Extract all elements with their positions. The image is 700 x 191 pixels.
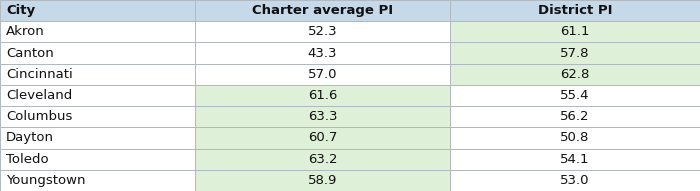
Text: 55.4: 55.4: [560, 89, 589, 102]
Text: Toledo: Toledo: [6, 153, 48, 166]
Bar: [0, 127, 195, 149]
Bar: [0, 64, 195, 85]
Bar: [195, 42, 450, 64]
Text: 54.1: 54.1: [560, 153, 589, 166]
Text: 62.8: 62.8: [560, 68, 589, 81]
Bar: [450, 42, 700, 64]
Bar: [0, 149, 195, 170]
Bar: [195, 170, 450, 191]
Text: Charter average PI: Charter average PI: [252, 4, 393, 17]
Bar: [195, 106, 450, 127]
Bar: [450, 0, 700, 21]
Text: 58.9: 58.9: [308, 174, 337, 187]
Bar: [450, 127, 700, 149]
Bar: [0, 170, 195, 191]
Bar: [195, 0, 450, 21]
Bar: [0, 42, 195, 64]
Text: Canton: Canton: [6, 47, 54, 60]
Text: 61.6: 61.6: [308, 89, 337, 102]
Bar: [195, 21, 450, 42]
Text: District PI: District PI: [538, 4, 612, 17]
Text: Columbus: Columbus: [6, 110, 72, 123]
Text: 43.3: 43.3: [308, 47, 337, 60]
Bar: [450, 21, 700, 42]
Text: 63.3: 63.3: [308, 110, 337, 123]
Text: Cleveland: Cleveland: [6, 89, 72, 102]
Text: 60.7: 60.7: [308, 131, 337, 144]
Bar: [0, 0, 195, 21]
Bar: [195, 85, 450, 106]
Bar: [195, 64, 450, 85]
Bar: [450, 106, 700, 127]
Text: 57.0: 57.0: [308, 68, 337, 81]
Text: Akron: Akron: [6, 25, 45, 38]
Text: Dayton: Dayton: [6, 131, 54, 144]
Text: Cincinnati: Cincinnati: [6, 68, 73, 81]
Text: 61.1: 61.1: [560, 25, 589, 38]
Text: 57.8: 57.8: [560, 47, 589, 60]
Bar: [450, 149, 700, 170]
Text: 63.2: 63.2: [308, 153, 337, 166]
Text: City: City: [6, 4, 35, 17]
Bar: [195, 149, 450, 170]
Bar: [0, 85, 195, 106]
Text: 52.3: 52.3: [308, 25, 337, 38]
Bar: [0, 106, 195, 127]
Text: Youngstown: Youngstown: [6, 174, 85, 187]
Text: 53.0: 53.0: [560, 174, 589, 187]
Text: 56.2: 56.2: [560, 110, 589, 123]
Bar: [0, 21, 195, 42]
Bar: [450, 170, 700, 191]
Bar: [195, 127, 450, 149]
Bar: [450, 64, 700, 85]
Bar: [450, 85, 700, 106]
Text: 50.8: 50.8: [560, 131, 589, 144]
